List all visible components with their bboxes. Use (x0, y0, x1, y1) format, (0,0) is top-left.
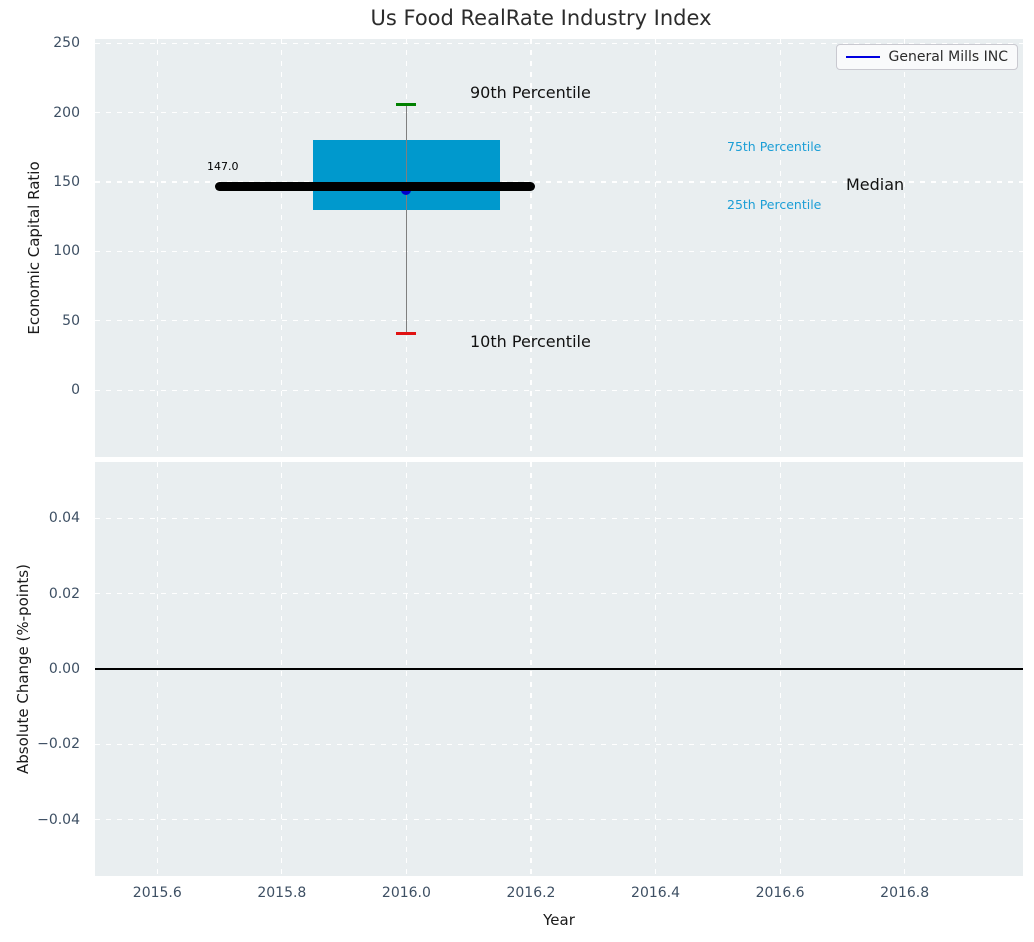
gridline-horizontal (95, 320, 1023, 322)
gridline-horizontal (95, 42, 1023, 44)
x-tick-label: 2016.4 (631, 885, 681, 901)
annotation-25th-percentile: 25th Percentile (727, 197, 822, 212)
gridline-horizontal (95, 250, 1023, 253)
annotation-75th-percentile: 75th Percentile (727, 139, 822, 154)
whisker-line (405, 104, 407, 334)
y-tick-label: 0 (71, 382, 80, 399)
whisker-cap-90th (396, 102, 417, 106)
gridline-horizontal (95, 818, 1023, 821)
gridline-horizontal (95, 389, 1023, 391)
gridline-vertical (779, 39, 781, 457)
x-tick-label: 2015.6 (132, 885, 182, 901)
gridline-vertical (156, 39, 158, 457)
median-line (215, 181, 536, 191)
annotation-10th-percentile: 10th Percentile (470, 332, 591, 351)
legend-line-swatch (845, 55, 880, 59)
gridline-vertical (904, 39, 906, 457)
gridline-vertical (530, 39, 532, 457)
chart-title: Us Food RealRate Industry Index (370, 6, 712, 30)
x-tick-label: 2016.0 (381, 885, 431, 901)
y-tick-label: −0.02 (37, 736, 80, 753)
y-tick-label: 0.00 (48, 661, 80, 677)
legend-label: General Mills INC (888, 49, 1009, 65)
x-tick-label: 2016.8 (880, 885, 930, 901)
y-tick-label: −0.04 (37, 811, 80, 828)
zero-line (95, 668, 1023, 670)
y-tick-label: 100 (53, 243, 80, 260)
y-tick-label: 0.04 (48, 510, 80, 527)
annotation-median: Median (846, 175, 905, 194)
gridline-vertical (654, 39, 657, 457)
gridline-horizontal (95, 593, 1023, 595)
bottom-plot-area (95, 462, 1023, 876)
whisker-cap-10th (396, 331, 417, 335)
x-tick-label: 2016.6 (755, 885, 805, 901)
legend: General Mills INC (835, 44, 1018, 70)
y-tick-label: 250 (53, 35, 80, 52)
gridline-horizontal (95, 743, 1023, 745)
y-tick-label: 0.02 (48, 585, 80, 602)
gridline-horizontal (95, 112, 1023, 114)
y-tick-label: 200 (53, 104, 80, 121)
x-tick-label: 2016.2 (506, 885, 556, 901)
y-tick-label: 50 (62, 312, 80, 329)
gridline-horizontal (95, 517, 1023, 520)
gridline-vertical (281, 39, 283, 457)
median-value-label: 147.0 (207, 160, 239, 173)
y-tick-label: 150 (53, 174, 80, 191)
top-plot-area: General Mills INC 90th Percentile 10th P… (95, 39, 1023, 457)
x-tick-label: 2015.8 (257, 885, 307, 901)
gridline-horizontal (95, 181, 1023, 183)
x-axis-label: Year (543, 911, 575, 929)
annotation-90th-percentile: 90th Percentile (470, 83, 591, 102)
